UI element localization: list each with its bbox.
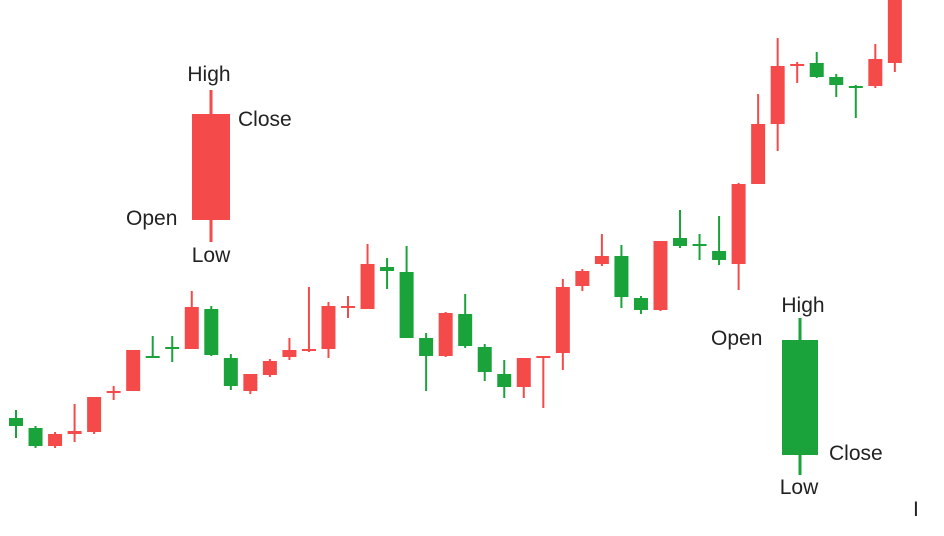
candle-body bbox=[751, 124, 766, 184]
candle-body bbox=[145, 356, 160, 358]
candle-body bbox=[321, 306, 336, 349]
candle-body bbox=[87, 397, 102, 432]
bullish-close-label: Close bbox=[829, 442, 883, 465]
candle-body bbox=[809, 63, 824, 77]
candle-body bbox=[692, 244, 707, 246]
bearish-high-label: High bbox=[187, 63, 230, 86]
candle-body bbox=[887, 0, 902, 63]
candle-body bbox=[106, 391, 121, 393]
candle-body bbox=[848, 86, 863, 88]
candle-body bbox=[399, 272, 414, 338]
candles-group bbox=[9, 0, 902, 448]
candle-body bbox=[438, 313, 453, 356]
bullish-legend-body bbox=[782, 340, 818, 455]
candle-body bbox=[673, 238, 688, 246]
candle-body bbox=[594, 256, 609, 264]
candle-body bbox=[458, 314, 473, 346]
candle-body bbox=[555, 287, 570, 353]
candle-body bbox=[67, 431, 82, 434]
bullish-open-label: Open bbox=[711, 327, 762, 350]
candle-body bbox=[790, 64, 805, 66]
candle-body bbox=[48, 434, 63, 446]
corner-annotation: I bbox=[913, 498, 919, 521]
bearish-legend-body bbox=[192, 114, 230, 220]
candle-body bbox=[536, 356, 551, 358]
candle-body bbox=[28, 428, 43, 446]
candle-body bbox=[575, 271, 590, 286]
candle-body bbox=[477, 347, 492, 372]
bearish-open-label: Open bbox=[126, 207, 177, 230]
candle-body bbox=[165, 347, 180, 349]
bullish-legend: High Open Close Low bbox=[711, 294, 883, 499]
candle-body bbox=[633, 298, 648, 310]
candle-body bbox=[516, 358, 531, 387]
candle-body bbox=[341, 306, 356, 308]
candle-body bbox=[419, 338, 434, 356]
bearish-close-label: Close bbox=[238, 108, 292, 131]
candle-body bbox=[380, 267, 395, 271]
candle-body bbox=[829, 77, 844, 85]
candle-body bbox=[360, 264, 375, 309]
candle-body bbox=[497, 374, 512, 387]
bearish-legend: High Close Open Low bbox=[126, 63, 292, 267]
candle-body bbox=[9, 418, 23, 426]
candle-body bbox=[301, 349, 316, 351]
candle-body bbox=[614, 256, 629, 297]
candle-body bbox=[653, 241, 668, 310]
candle-body bbox=[731, 184, 746, 264]
candle-body bbox=[868, 59, 883, 86]
candle-body bbox=[243, 374, 258, 391]
candle-body bbox=[204, 309, 219, 355]
candle-body bbox=[712, 251, 727, 260]
bearish-low-label: Low bbox=[192, 244, 231, 267]
candle-body bbox=[262, 361, 277, 375]
bullish-high-label: High bbox=[781, 294, 824, 317]
candle-body bbox=[184, 307, 199, 349]
candle-body bbox=[223, 358, 238, 386]
candle-body bbox=[126, 350, 141, 391]
bullish-low-label: Low bbox=[780, 476, 819, 499]
candle-body bbox=[282, 350, 297, 357]
candle-body bbox=[770, 66, 785, 124]
